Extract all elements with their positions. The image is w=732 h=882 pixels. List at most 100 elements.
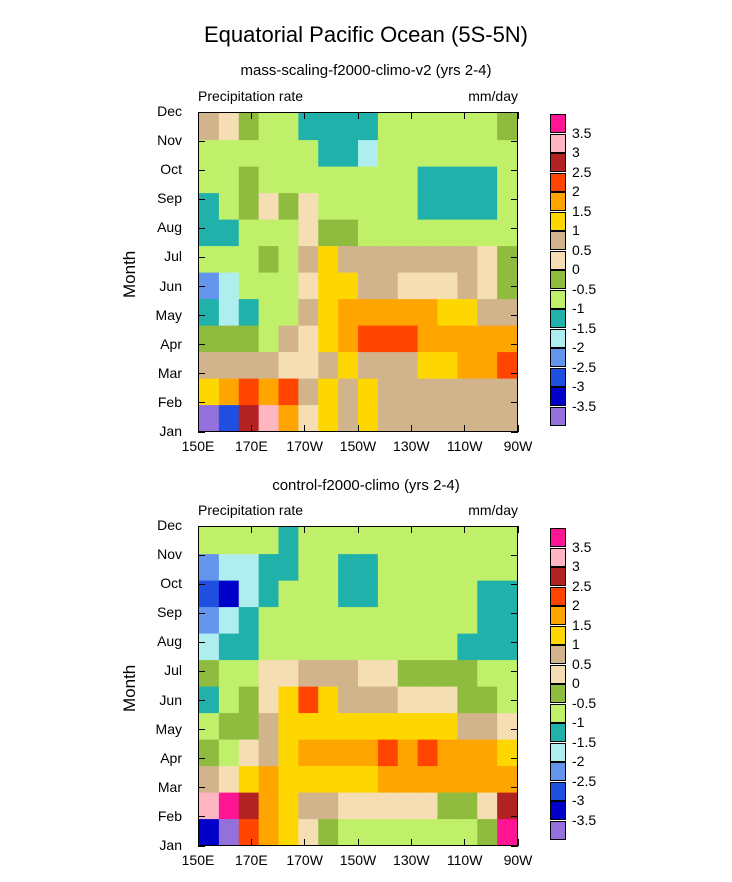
heatmap-cell	[477, 351, 498, 379]
heatmap-cell	[338, 739, 359, 767]
heatmap-cell	[437, 378, 458, 406]
y-tick-mark	[198, 402, 205, 404]
colorbar-box	[550, 742, 566, 762]
heatmap-cell	[417, 139, 439, 167]
heatmap-cell	[199, 659, 220, 687]
heatmap-cell	[258, 686, 280, 714]
heatmap-cell	[258, 245, 280, 273]
colorbar-label: 2	[572, 597, 580, 613]
heatmap-cell	[497, 739, 517, 767]
heatmap-cell	[417, 765, 439, 793]
heatmap-cell	[338, 659, 359, 687]
heatmap-cell	[377, 527, 399, 555]
colorbar-label: -3.5	[572, 397, 597, 414]
heatmap-cell	[477, 298, 498, 326]
heatmap-cell	[218, 606, 240, 634]
heatmap-cell	[397, 298, 419, 326]
heatmap-cell	[477, 765, 498, 793]
heatmap-cell	[318, 139, 339, 167]
heatmap-cell	[358, 659, 379, 687]
colorbar-box	[550, 211, 566, 231]
x-tick-mark	[250, 526, 252, 533]
x-tick-mark	[517, 112, 519, 119]
heatmap-cell	[358, 818, 379, 845]
heatmap-cell	[497, 553, 517, 581]
heatmap-cell	[377, 739, 399, 767]
heatmap-cell	[238, 553, 260, 581]
colorbar-box	[550, 328, 566, 348]
heatmap-cell	[338, 792, 359, 820]
x-tick-mark	[410, 112, 412, 119]
colorbar-box	[550, 192, 566, 211]
colorbar-label: 3	[572, 144, 580, 160]
heatmap-cell	[437, 139, 458, 167]
heatmap-cell	[377, 219, 399, 247]
heatmap-cell	[377, 404, 399, 431]
y-tick-mark	[511, 758, 518, 760]
heatmap-cell	[417, 553, 439, 581]
colorbar-label: -1	[572, 714, 585, 730]
heatmap-cell	[298, 818, 319, 845]
heatmap-cell	[397, 166, 419, 194]
y-tick-mark	[198, 816, 205, 818]
colorbar-box	[550, 114, 566, 133]
x-tick-mark	[464, 112, 466, 119]
heatmap-cell	[199, 633, 220, 661]
colorbar-box	[550, 387, 566, 406]
heatmap-cell	[457, 404, 478, 431]
heatmap-cell	[318, 527, 339, 555]
heatmap-cell	[497, 527, 517, 555]
heatmap-cell	[238, 659, 260, 687]
heatmap-cell	[358, 686, 379, 714]
heatmap-cell	[437, 404, 458, 431]
heatmap-cell	[199, 527, 220, 555]
colorbar-label: -2	[572, 339, 585, 355]
heatmap-cell	[358, 580, 379, 608]
heatmap-cell	[258, 606, 280, 634]
heatmap-cell	[437, 739, 458, 767]
heatmap-cell	[298, 325, 319, 353]
x-tick-label: 170E	[234, 438, 268, 454]
x-tick-mark	[304, 839, 306, 846]
heatmap-cell	[377, 113, 399, 141]
colorbar-box	[550, 625, 566, 645]
heatmap-cell	[477, 245, 498, 273]
heatmap-cell	[397, 659, 419, 687]
heatmap-cell	[318, 378, 339, 406]
y-tick-label: Sep	[157, 604, 182, 621]
panel-title: control-f2000-climo (yrs 2-4)	[272, 477, 460, 494]
heatmap-cell	[298, 606, 319, 634]
heatmap-cell	[278, 272, 299, 300]
heatmap-cell	[358, 739, 379, 767]
heatmap-cell	[199, 139, 220, 167]
colorbar-label: -3	[572, 792, 585, 808]
y-tick-mark	[198, 729, 205, 731]
colorbar-label: -3	[572, 378, 585, 394]
y-tick-mark	[198, 286, 205, 288]
heatmap-cell	[258, 712, 280, 740]
heatmap-cell	[338, 606, 359, 634]
colorbar-label: 0	[572, 675, 580, 691]
heatmap-cell	[477, 553, 498, 581]
heatmap-cell	[457, 351, 478, 379]
heatmap-cell	[397, 606, 419, 634]
y-tick-mark	[198, 227, 205, 229]
heatmap-cell	[457, 606, 478, 634]
colorbar-box	[550, 801, 566, 820]
heatmap-cell	[477, 659, 498, 687]
y-tick-mark	[511, 111, 518, 113]
heatmap-cell	[497, 245, 517, 273]
heatmap-cell	[278, 298, 299, 326]
heatmap-svg	[199, 527, 517, 845]
heatmap-cell	[278, 192, 299, 220]
heatmap-cell	[238, 139, 260, 167]
heatmap-cell	[437, 325, 458, 353]
heatmap-cell	[338, 527, 359, 555]
y-tick-label: Nov	[157, 546, 182, 563]
y-tick-mark	[511, 140, 518, 142]
heatmap-cell	[397, 325, 419, 353]
x-tick-mark	[357, 112, 359, 119]
heatmap-cell	[497, 113, 517, 141]
colorbar-box	[550, 153, 566, 172]
heatmap-plot	[198, 526, 518, 846]
